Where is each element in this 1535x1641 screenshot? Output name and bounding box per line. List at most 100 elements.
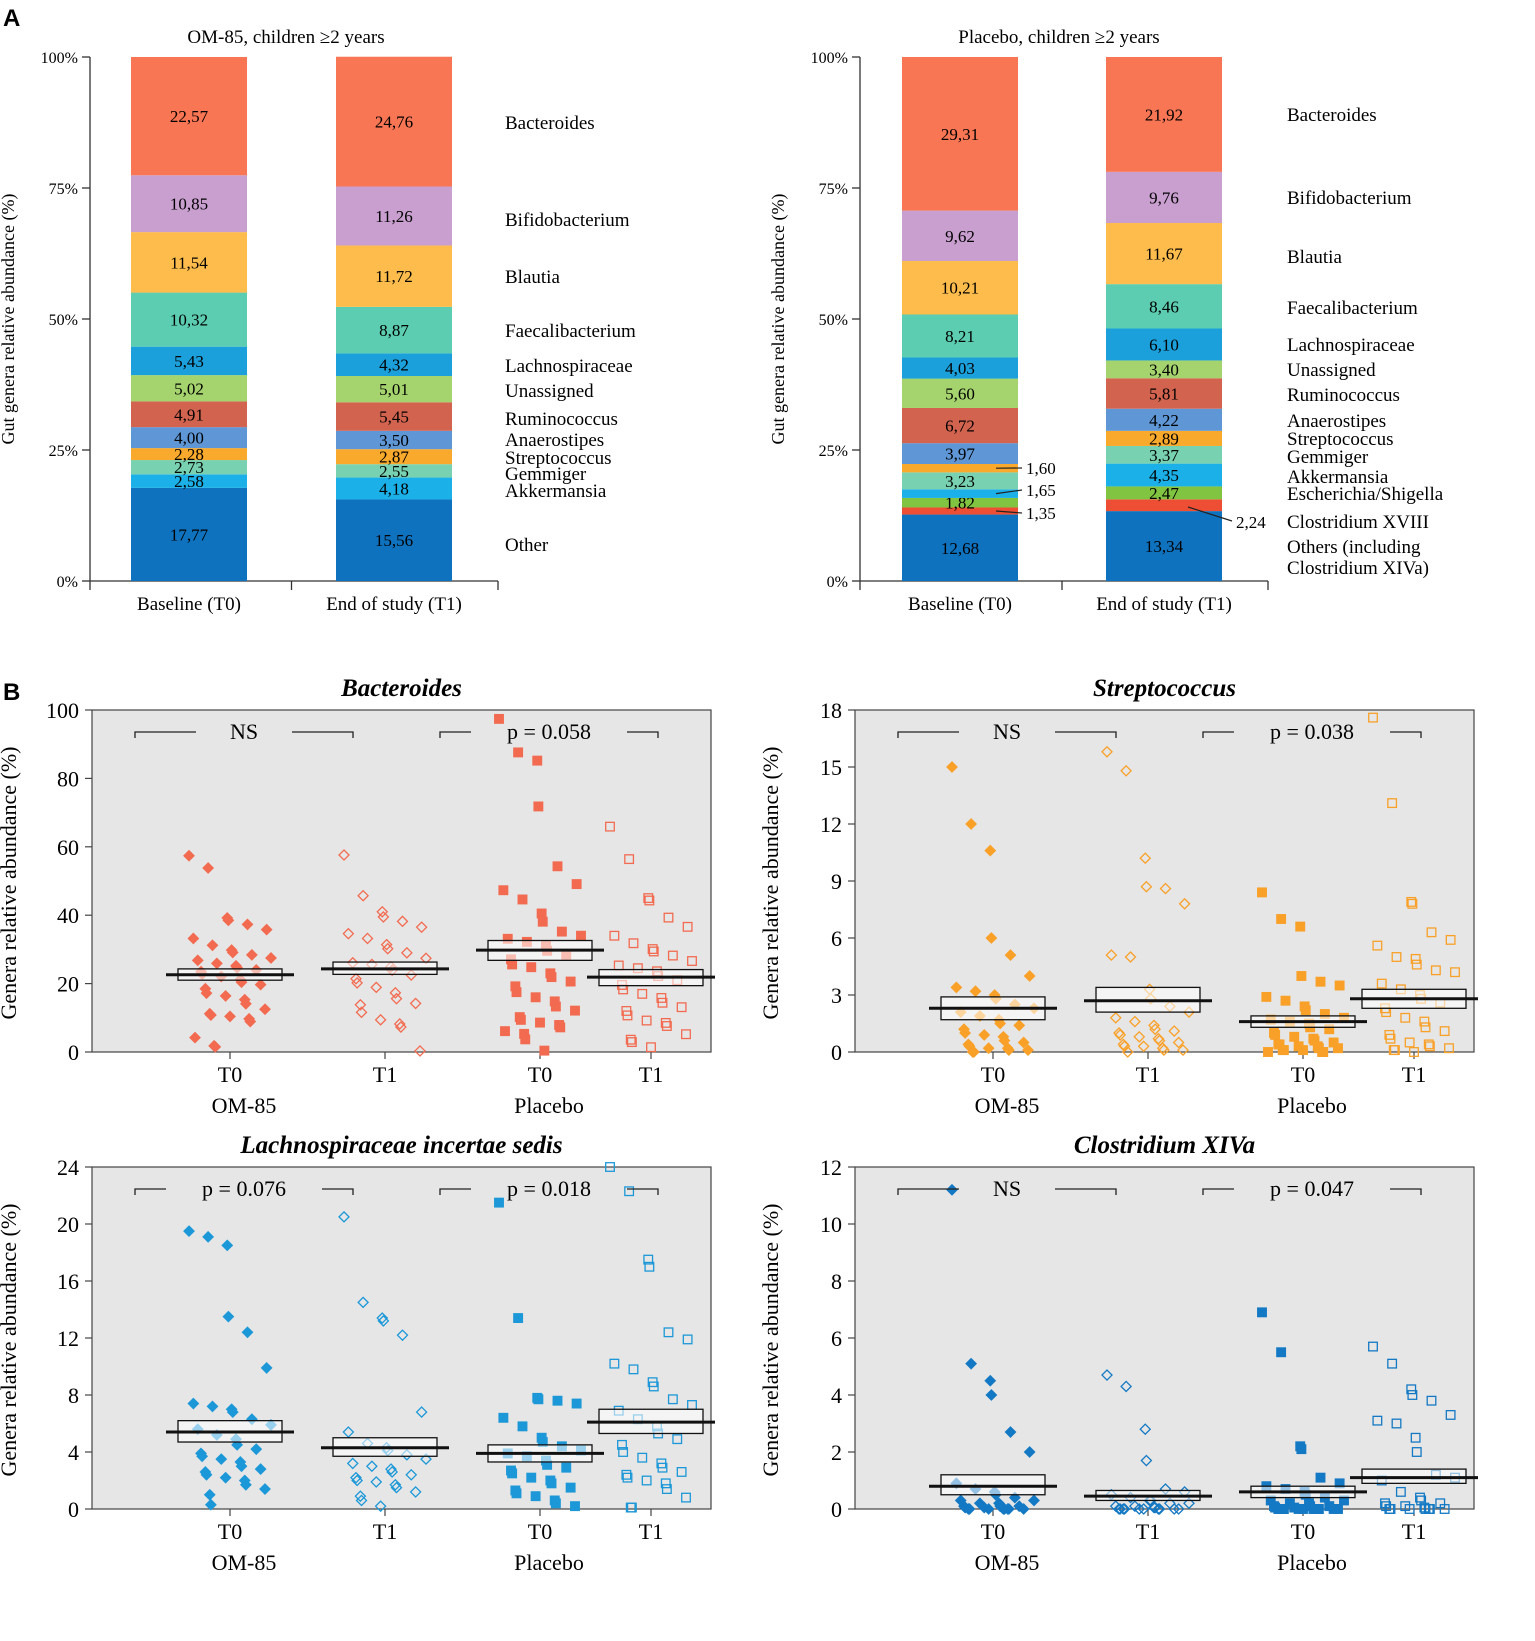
significance-label: p = 0.038 <box>1270 719 1354 744</box>
arm-label: OM-85 <box>975 1550 1040 1575</box>
legend-label-anaerostipes: Anaerostipes <box>1287 411 1386 432</box>
bar-segment-streptococcus <box>902 463 1018 473</box>
data-point <box>1139 852 1152 865</box>
data-point <box>646 1042 656 1053</box>
data-point <box>624 1186 635 1197</box>
data-point <box>1270 1029 1281 1040</box>
y-tick-label: 20 <box>57 972 79 997</box>
bar-segment-anaerostipes <box>336 430 452 450</box>
legend-label-clostridium-xiva: Clostridium XIVa) <box>1287 558 1429 579</box>
data-point <box>1334 980 1345 991</box>
bar-segment-unassigned <box>902 378 1018 408</box>
x-group-label: T0 <box>981 1519 1005 1544</box>
data-point <box>513 747 524 758</box>
y-tick-label: 100% <box>41 50 78 67</box>
x-group-label: T1 <box>1402 1062 1426 1087</box>
y-tick-label: 75% <box>49 181 78 198</box>
data-point <box>561 1462 572 1473</box>
scatter-plot-streptococcus: Streptococcus Genera relative abundance (… <box>758 675 1478 1118</box>
y-tick-label: 0% <box>827 574 848 591</box>
significance-bracket-left <box>1202 1188 1234 1195</box>
bar-segment-ruminococcus <box>1106 378 1222 409</box>
data-point <box>1118 1040 1131 1053</box>
segment-value-label: 1,82 <box>945 494 975 513</box>
x-group-label: T1 <box>639 1519 663 1544</box>
data-point <box>244 1015 257 1028</box>
data-point <box>682 921 693 932</box>
data-point <box>1407 1390 1418 1400</box>
data-point <box>245 948 258 961</box>
data-point <box>374 1013 387 1026</box>
data-point <box>354 998 367 1011</box>
y-tick-label: 12 <box>820 1155 842 1180</box>
data-point <box>1168 1025 1181 1038</box>
data-point <box>576 930 586 941</box>
data-point <box>409 997 422 1010</box>
legend-label-bacteroides: Bacteroides <box>1287 105 1377 126</box>
data-point <box>390 992 403 1005</box>
legend-label-escherichia-shigella: Escherichia/Shigella <box>1287 484 1444 505</box>
segment-value-label: 2,55 <box>379 462 409 481</box>
bar-segment-faecalibacterium <box>902 314 1018 358</box>
x-group-label: T1 <box>373 1062 397 1087</box>
data-point <box>1296 971 1307 981</box>
segment-value-label: 6,10 <box>1149 335 1179 354</box>
bar-segment-lachnospiraceae <box>336 353 452 377</box>
data-point <box>959 1027 972 1039</box>
bar-segment-gemmiger <box>131 460 247 475</box>
data-point <box>950 981 963 994</box>
segment-value-label: 9,76 <box>1149 188 1179 207</box>
data-point <box>183 849 195 862</box>
plot-area <box>854 1166 1475 1510</box>
segment-value-label: 15,56 <box>375 531 413 550</box>
data-point <box>370 1476 383 1488</box>
y-tick-label: 50% <box>49 312 78 329</box>
data-point <box>536 908 547 919</box>
data-point <box>357 889 370 902</box>
y-tick-label: 50% <box>819 312 848 329</box>
data-point <box>644 895 655 906</box>
y-axis-label: Gut genera relative abundance (%) <box>768 194 789 445</box>
data-point <box>380 938 393 951</box>
data-point <box>565 1482 576 1493</box>
bar-segment-akkermansia <box>902 489 1018 498</box>
significance-bracket-left <box>439 1188 471 1195</box>
data-point <box>1376 978 1387 989</box>
segment-value-label: 3,37 <box>1149 446 1179 465</box>
legend-label-ruminococcus: Ruminococcus <box>505 409 618 430</box>
data-point <box>1391 952 1402 962</box>
data-point <box>517 894 528 905</box>
y-tick-label: 24 <box>57 1155 79 1180</box>
data-point <box>1298 1045 1308 1056</box>
segment-value-label: 11,67 <box>1145 245 1183 264</box>
x-group-label: T0 <box>528 1519 552 1544</box>
data-point <box>676 1467 687 1477</box>
data-point <box>189 1031 201 1044</box>
bar-segment-streptococcus <box>131 448 247 461</box>
plot-area <box>91 1166 712 1510</box>
chart-title: Bacteroides <box>340 675 462 702</box>
data-point <box>511 1488 522 1499</box>
y-axis-label: Genera relative abundance (%) <box>758 746 783 1019</box>
segment-value-label: 8,21 <box>945 327 975 346</box>
data-point <box>260 923 273 936</box>
significance-label: p = 0.076 <box>202 1176 286 1201</box>
data-point <box>1002 1044 1015 1057</box>
chart-title: Lachnospiraceae incertae sedis <box>239 1132 562 1159</box>
stacked-bar-chart-om85: OM-85, children ≥2 years Gut genera relat… <box>0 27 636 615</box>
data-point <box>513 1313 524 1324</box>
data-point <box>609 1358 620 1369</box>
data-point <box>346 1457 359 1470</box>
segment-value-label: 10,32 <box>170 311 208 330</box>
arm-label: OM-85 <box>975 1093 1040 1118</box>
data-point <box>648 946 659 957</box>
data-point <box>1133 1030 1146 1043</box>
data-point <box>1385 1033 1396 1044</box>
significance-bracket-right <box>1055 1188 1117 1195</box>
data-point <box>1133 1503 1146 1515</box>
bar-segment-other <box>336 499 452 581</box>
data-point <box>570 1005 580 1016</box>
data-point <box>204 1498 217 1511</box>
bar-segment-bifidobacterium <box>1106 171 1222 224</box>
label-leader-line <box>1187 506 1233 522</box>
